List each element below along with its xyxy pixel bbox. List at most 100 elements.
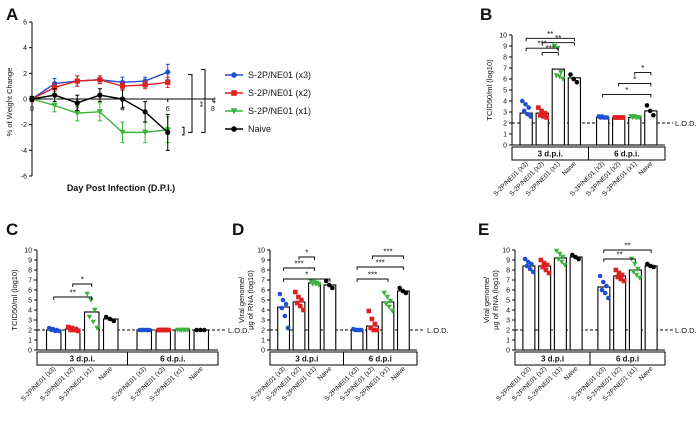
pd-point-x1 [387, 298, 394, 304]
a-sig-bracket [201, 68, 206, 133]
pe-sig-bracket [603, 249, 652, 253]
pe-point-x3 [604, 283, 609, 289]
pe-bar-naive [644, 265, 658, 351]
a-point-naive [52, 92, 58, 98]
pd-bar-x3 [350, 329, 364, 351]
a-ytick-label: 0 [23, 97, 27, 104]
pe-ytick-label: 7 [506, 278, 510, 285]
pb-ytick-label: 1 [503, 132, 507, 139]
pc-group-label: 6 d.p.i. [160, 355, 185, 364]
pe-point-x3 [602, 290, 608, 296]
panel-a-xlabel: Day Post Infection (D.P.I.) [67, 183, 175, 193]
pb-ytick-label: 5 [503, 88, 507, 95]
pc-point-x2 [65, 324, 71, 330]
pb-ytick-label: 3 [503, 110, 507, 117]
pc-point-x1 [88, 297, 94, 303]
pd-ytick-label: 5 [261, 298, 265, 305]
pc-sig-bracket [53, 296, 93, 300]
pb-group-label: 3 d.p.i. [538, 150, 563, 159]
pc-group-label: 3 d.p.i. [70, 355, 95, 364]
pe-point-x1 [562, 262, 568, 268]
pc-bar-naive [193, 329, 210, 351]
panel-a-plot: -6-4-2024602468**** [21, 20, 243, 181]
pb-ytick-label: 2 [503, 121, 507, 128]
pe-ytick-label: 8 [506, 268, 510, 275]
pe-point-x1 [558, 259, 565, 265]
pb-ytick-label: 9 [503, 44, 507, 51]
a-sig-label: ** [208, 97, 217, 103]
a-ytick-label: 2 [23, 71, 27, 78]
a-ytick-label: -4 [21, 148, 27, 155]
pe-point-x3 [522, 256, 528, 262]
pe-point-x2 [541, 260, 547, 266]
pc-sig-label: ** [70, 289, 76, 298]
pe-sig-label: ** [617, 251, 623, 260]
pe-point-x3 [524, 263, 530, 269]
pb-category-label: Naive [638, 160, 655, 177]
a-ytick-label: 4 [23, 45, 27, 52]
pc-point-x2 [162, 327, 168, 333]
a-sig-bracket [188, 74, 193, 133]
pb-group-label: 6 d.p.i. [614, 150, 639, 159]
pb-bar-x3 [595, 116, 610, 146]
pb-point-x3 [519, 98, 525, 104]
pe-point-x2 [616, 270, 622, 276]
pd-sig-bracket [356, 266, 404, 270]
pd-ytick-label: 2 [261, 328, 265, 335]
pd-point-x3 [277, 291, 283, 297]
panel-d-letter: D [232, 220, 244, 239]
pe-point-x2 [621, 278, 627, 284]
pd-bar-x1 [308, 282, 321, 351]
pd-sig-label: *** [383, 248, 392, 257]
pe-point-x1 [635, 266, 641, 272]
pe-ylabel-bottom: μg of RNA (log10) [491, 270, 500, 330]
pe-point-x1 [630, 269, 637, 275]
legend-x3: S-2P/NE01 (x3) [248, 70, 311, 80]
pc-category-label: Naive [188, 365, 205, 382]
pe-bar-x3 [597, 286, 611, 351]
pb-point-x2 [614, 115, 620, 120]
a-sig-bracket [182, 126, 185, 136]
pb-bar-x1 [628, 116, 642, 146]
legend-naive: Naive [248, 124, 271, 134]
legend-marker-x2 [231, 90, 237, 96]
legend-marker-x3 [231, 72, 237, 78]
panel-c-plot: 0 1 2 3 4 5 6 7 8 9 10 TCID50/ml (log10) L.O.D. 3 d.p… [10, 248, 250, 403]
pc-lod-label: L.O.D. [228, 326, 250, 335]
pb-point-x3 [528, 114, 533, 119]
pe-ylabel-top: Viral genome/ [482, 276, 491, 323]
pc-ytick-label: 7 [28, 278, 32, 285]
pc-ytick-label: 8 [28, 268, 32, 275]
a-point-x3 [165, 69, 171, 75]
pc-point-x1 [184, 327, 191, 333]
legend-marker-x1 [230, 108, 238, 115]
pb-point-x2 [617, 115, 623, 120]
pb-sig-label: ** [555, 34, 561, 43]
pe-category-label: Naive [563, 365, 580, 382]
pb-point-naive [571, 76, 577, 82]
pc-point-x1 [92, 307, 98, 313]
pc-bar-x1 [83, 311, 100, 351]
pe-point-x2 [618, 276, 624, 282]
pd-point-x2 [293, 289, 298, 295]
pc-point-naive [194, 327, 199, 333]
pe-bar-x2 [613, 275, 627, 351]
pc-sig-bracket [72, 283, 93, 287]
pe-ytick-label: 0 [506, 348, 510, 355]
pb-ytick-label: 6 [503, 77, 507, 84]
pb-point-x1 [556, 74, 563, 80]
pb-point-x2 [620, 115, 626, 120]
pb-sig-bracket [525, 47, 559, 52]
pb-bar-x2 [612, 116, 626, 146]
legend-x1: S-2P/NE01 (x1) [248, 106, 311, 116]
pb-point-x2 [536, 105, 541, 110]
pc-ytick-label: 2 [28, 328, 32, 335]
pc-point-x3 [49, 327, 54, 333]
pd-point-x3 [279, 305, 285, 311]
a-point-naive [29, 96, 35, 102]
a-point-x2 [74, 78, 80, 84]
a-point-x2 [142, 82, 148, 88]
pc-point-x1 [181, 327, 187, 333]
pc-ytick-label: 1 [28, 338, 32, 345]
